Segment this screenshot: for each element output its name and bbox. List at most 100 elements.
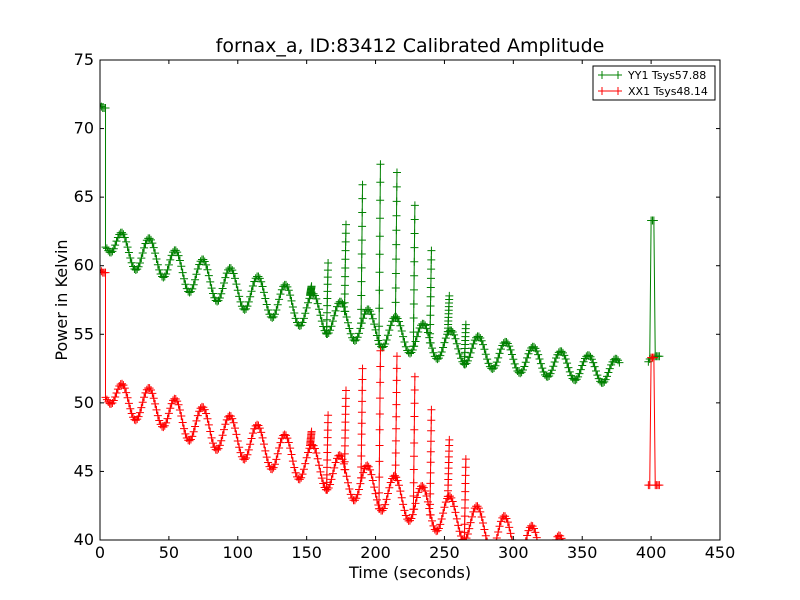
data-point bbox=[374, 340, 383, 349]
data-point bbox=[535, 354, 544, 363]
data-point bbox=[204, 420, 213, 429]
data-point bbox=[124, 399, 133, 408]
data-point bbox=[148, 389, 157, 398]
data-point bbox=[340, 298, 349, 307]
data-point bbox=[215, 441, 224, 450]
data-point bbox=[299, 465, 308, 474]
data-point bbox=[392, 226, 401, 235]
data-point bbox=[319, 479, 328, 488]
data-point bbox=[563, 359, 572, 368]
data-point bbox=[469, 507, 478, 516]
data-point bbox=[390, 471, 399, 480]
data-point bbox=[112, 388, 121, 397]
data-point bbox=[164, 409, 173, 418]
data-point bbox=[307, 282, 316, 291]
data-point bbox=[649, 216, 658, 225]
data-point bbox=[231, 274, 240, 283]
data-point bbox=[195, 260, 204, 269]
data-point bbox=[359, 314, 368, 323]
data-point bbox=[391, 448, 400, 457]
data-point bbox=[307, 427, 316, 436]
data-point bbox=[127, 409, 136, 418]
data-point bbox=[409, 465, 418, 474]
data-point bbox=[436, 351, 445, 360]
data-point bbox=[357, 462, 366, 471]
data-point bbox=[460, 503, 469, 512]
data-point bbox=[344, 318, 352, 327]
data-point bbox=[313, 454, 322, 463]
data-point bbox=[615, 358, 624, 367]
series-2 bbox=[100, 265, 664, 540]
data-point bbox=[167, 251, 176, 260]
data-point bbox=[375, 473, 384, 482]
data-point bbox=[341, 263, 350, 272]
data-point bbox=[368, 476, 377, 485]
data-point bbox=[341, 402, 350, 411]
data-point bbox=[357, 305, 366, 314]
data-point bbox=[357, 419, 366, 428]
data-point bbox=[410, 257, 419, 266]
data-point bbox=[215, 293, 224, 302]
data-point bbox=[171, 395, 180, 404]
data-point bbox=[264, 306, 273, 315]
data-point bbox=[477, 512, 486, 521]
data-point bbox=[323, 294, 332, 303]
data-point bbox=[141, 239, 150, 248]
data-point bbox=[146, 385, 155, 394]
data-point bbox=[228, 414, 237, 423]
legend-label: YY1 Tsys57.88 bbox=[627, 69, 706, 82]
x-tick-label: 300 bbox=[498, 543, 529, 562]
data-point bbox=[282, 280, 290, 289]
data-point bbox=[323, 280, 332, 289]
data-point bbox=[576, 365, 585, 374]
data-point bbox=[175, 256, 184, 265]
data-point bbox=[421, 487, 430, 496]
y-tick-label: 50 bbox=[74, 393, 94, 412]
data-point bbox=[410, 271, 419, 280]
legend-box bbox=[592, 65, 716, 101]
data-point bbox=[397, 326, 406, 335]
data-point bbox=[376, 160, 385, 169]
data-point bbox=[426, 447, 435, 456]
data-point bbox=[276, 290, 285, 299]
data-point bbox=[323, 426, 332, 435]
data-point bbox=[236, 297, 245, 306]
data-point bbox=[189, 280, 198, 289]
data-point bbox=[322, 478, 331, 487]
data-point bbox=[126, 254, 135, 263]
data-point bbox=[137, 254, 146, 263]
data-point bbox=[247, 434, 256, 443]
x-tick-label: 450 bbox=[705, 543, 736, 562]
data-point bbox=[483, 355, 492, 364]
data-point bbox=[140, 393, 149, 402]
data-point bbox=[353, 490, 362, 499]
data-point bbox=[357, 319, 366, 328]
data-point bbox=[385, 326, 394, 335]
data-point bbox=[323, 433, 332, 442]
data-point bbox=[207, 284, 216, 293]
data-point bbox=[164, 260, 173, 269]
data-point bbox=[409, 342, 418, 351]
data-point bbox=[255, 274, 264, 283]
data-point bbox=[463, 536, 465, 540]
data-point bbox=[262, 300, 271, 309]
data-point bbox=[273, 300, 282, 309]
data-point bbox=[358, 222, 367, 231]
data-point bbox=[341, 386, 350, 395]
data-point bbox=[163, 265, 172, 274]
data-point bbox=[203, 265, 212, 274]
data-point bbox=[440, 503, 449, 512]
data-point bbox=[454, 521, 463, 530]
data-point bbox=[340, 441, 349, 450]
legend-item: YY1 Tsys57.88 bbox=[598, 69, 706, 82]
data-point bbox=[410, 243, 419, 252]
data-point bbox=[374, 336, 383, 345]
x-tick-label: 350 bbox=[567, 543, 598, 562]
data-point bbox=[426, 489, 435, 498]
data-point bbox=[290, 463, 299, 472]
legend-item: XX1 Tsys48.14 bbox=[598, 85, 708, 98]
plot-area bbox=[100, 99, 664, 540]
data-point bbox=[396, 487, 405, 496]
data-point bbox=[410, 215, 419, 224]
data-point bbox=[426, 302, 435, 311]
